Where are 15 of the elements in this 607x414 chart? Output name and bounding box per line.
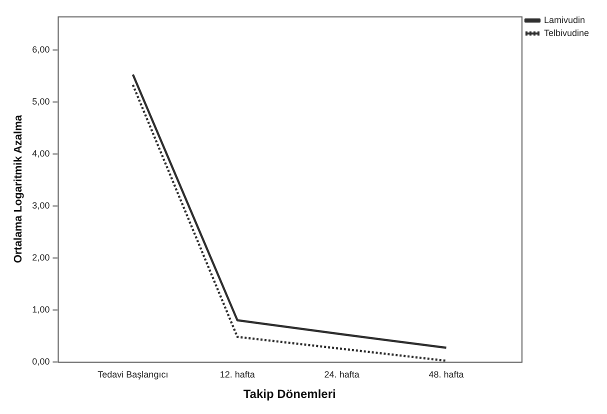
y-axis-title: Ortalama Logaritmik Azalma	[12, 114, 25, 264]
y-tick-label: 5,00	[32, 96, 50, 107]
y-tick-label: 1,00	[32, 304, 50, 314]
x-axis-title: Takip Dönemleri	[243, 387, 336, 402]
y-tick-label: 2,00	[32, 252, 50, 262]
legend-label: Telbivudine	[544, 28, 589, 38]
y-tick-label: 0,00	[32, 356, 50, 366]
x-tick-label: 24. hafta	[324, 370, 360, 380]
legend-label: Lamivudin	[544, 14, 585, 25]
y-tick-label: 6,00	[32, 44, 50, 55]
y-tick-label: 4,00	[32, 148, 50, 159]
x-tick-label: 48. hafta	[428, 370, 464, 380]
x-tick-label: Tedavi Başlangıcı	[98, 370, 168, 380]
y-tick-label: 3,00	[32, 200, 50, 210]
x-tick-label: 12. hafta	[220, 370, 255, 380]
